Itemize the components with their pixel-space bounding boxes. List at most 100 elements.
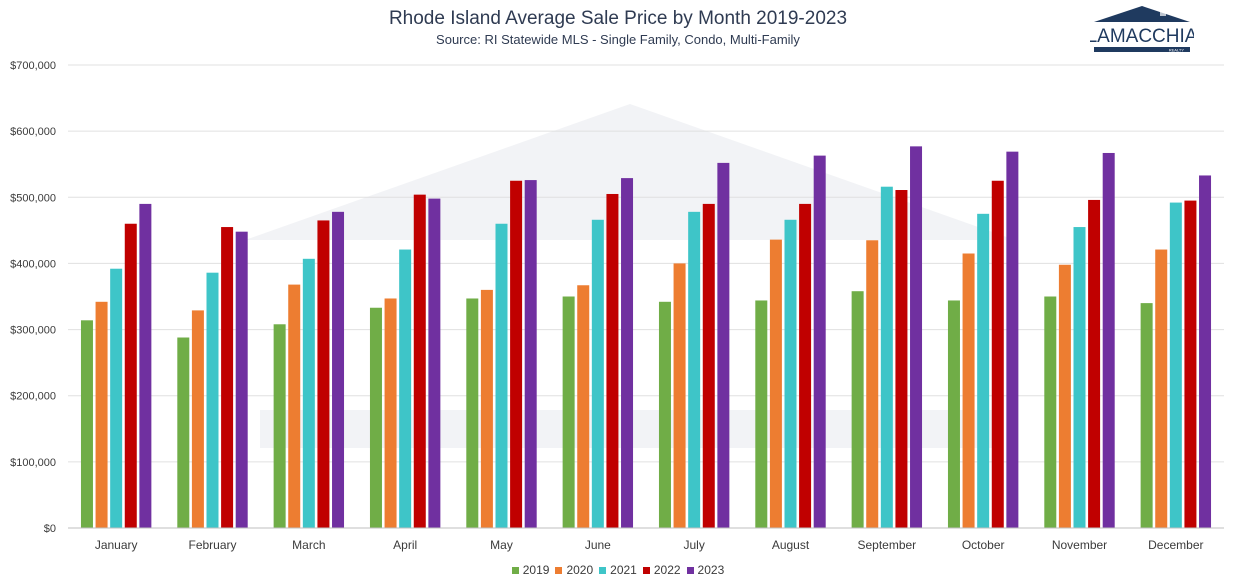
legend-item-2022: 2022 xyxy=(642,563,681,577)
x-category-label: April xyxy=(393,538,417,552)
bar-2019-may xyxy=(466,298,479,528)
bar-2023-may xyxy=(524,180,537,529)
legend-item-2019: 2019 xyxy=(511,563,550,577)
bar-2022-april xyxy=(413,194,426,528)
y-tick-label: $400,000 xyxy=(10,258,56,270)
bar-2020-june xyxy=(577,285,590,528)
bar-2022-july xyxy=(702,203,715,528)
bars xyxy=(80,146,1212,529)
bar-2020-november xyxy=(1058,264,1071,528)
bar-2020-august xyxy=(769,239,782,529)
chart-subtitle: Source: RI Statewide MLS - Single Family… xyxy=(436,32,800,47)
bar-2022-august xyxy=(799,203,812,528)
bar-2021-november xyxy=(1073,227,1086,529)
bar-2021-december xyxy=(1169,202,1182,528)
legend-swatch xyxy=(599,567,607,575)
x-category-label: November xyxy=(1052,538,1107,552)
bar-2023-february xyxy=(235,231,248,528)
bar-2019-november xyxy=(1044,296,1057,528)
x-category-label: August xyxy=(772,538,810,552)
bar-2023-august xyxy=(813,155,826,528)
bar-2020-february xyxy=(191,310,204,528)
bar-2023-june xyxy=(621,178,634,528)
bar-2019-july xyxy=(658,301,671,528)
bar-2021-october xyxy=(977,213,990,529)
y-tick-label: $600,000 xyxy=(10,126,56,138)
bar-2019-january xyxy=(80,320,93,528)
bar-2022-march xyxy=(317,220,330,528)
bar-2019-april xyxy=(369,307,382,528)
bar-2022-may xyxy=(510,180,523,528)
y-tick-label: $300,000 xyxy=(10,325,56,337)
bar-2022-september xyxy=(895,190,908,528)
bar-2021-march xyxy=(302,258,315,528)
x-category-label: January xyxy=(95,538,138,552)
bar-2019-september xyxy=(851,291,864,528)
lamacchia-logo: LAMACCHIA REALTY xyxy=(1090,6,1194,53)
legend-label: 2019 xyxy=(522,563,550,577)
bar-2021-september xyxy=(880,186,893,528)
bar-2020-april xyxy=(384,298,397,528)
legend-label: 2023 xyxy=(697,563,725,577)
bar-2020-july xyxy=(673,263,686,528)
bar-2022-december xyxy=(1184,200,1197,529)
bar-2022-october xyxy=(991,180,1004,528)
bar-2021-june xyxy=(591,219,604,528)
x-category-label: February xyxy=(188,538,236,552)
bar-2023-march xyxy=(332,211,345,528)
legend-label: 2022 xyxy=(653,563,681,577)
bar-2023-july xyxy=(717,162,730,529)
legend-item-2023: 2023 xyxy=(686,563,725,577)
bar-2023-november xyxy=(1102,152,1115,528)
x-category-label: September xyxy=(857,538,916,552)
legend-item-2020: 2020 xyxy=(555,563,593,577)
bar-2020-january xyxy=(95,301,108,528)
bar-2019-october xyxy=(947,300,960,528)
chart-title: Rhode Island Average Sale Price by Month… xyxy=(388,8,848,29)
bar-2019-august xyxy=(755,300,768,528)
bar-2022-june xyxy=(606,193,619,528)
legend-swatch xyxy=(686,567,694,575)
gridlines xyxy=(68,64,1224,463)
bar-2021-february xyxy=(206,272,219,528)
x-category-label: December xyxy=(1148,538,1203,552)
bar-2020-may xyxy=(480,289,493,528)
y-tick-label: $0 xyxy=(44,523,56,535)
bar-2021-may xyxy=(495,223,508,528)
bar-2020-december xyxy=(1155,249,1168,528)
y-tick-label: $100,000 xyxy=(10,457,56,469)
bar-2023-december xyxy=(1199,175,1212,529)
chart-legend: 2019 2020 2021 2022 2023 xyxy=(0,563,1236,577)
bar-2019-june xyxy=(562,296,575,528)
bar-chart: $0 $100,000 $200,000 $300,000 $400,000 $500,0… xyxy=(10,60,1224,552)
bar-2021-july xyxy=(688,211,701,528)
logo-tagline: REALTY xyxy=(1169,48,1185,53)
x-category-label: May xyxy=(490,538,513,552)
x-category-label: March xyxy=(292,538,325,552)
y-tick-label: $500,000 xyxy=(10,192,56,204)
x-category-label: June xyxy=(585,538,611,552)
logo-text: LAMACCHIA xyxy=(1090,26,1194,47)
y-axis-ticks: $0 $100,000 $200,000 $300,000 $400,000 $500,0… xyxy=(10,60,56,535)
bar-2022-january xyxy=(124,223,137,528)
bar-2021-april xyxy=(399,249,412,528)
bar-2023-september xyxy=(910,146,923,528)
bar-2020-september xyxy=(866,240,879,528)
bar-2019-march xyxy=(273,324,286,528)
bar-2023-october xyxy=(1006,151,1019,528)
y-tick-label: $700,000 xyxy=(10,60,56,72)
bar-2020-march xyxy=(288,284,301,528)
legend-item-2021: 2021 xyxy=(599,563,637,577)
bar-2022-november xyxy=(1088,199,1101,528)
legend-swatch xyxy=(642,567,650,575)
legend-label: 2021 xyxy=(610,563,637,577)
x-axis-categories: January February March April May June July Augu… xyxy=(95,538,1204,552)
legend-swatch xyxy=(511,567,519,575)
bar-2023-january xyxy=(139,203,152,528)
x-category-label: July xyxy=(683,538,704,552)
bar-2019-december xyxy=(1140,303,1153,528)
legend-label: 2020 xyxy=(566,563,594,577)
bar-2021-august xyxy=(784,219,797,528)
bar-2020-october xyxy=(962,253,975,528)
x-category-label: October xyxy=(962,538,1005,552)
